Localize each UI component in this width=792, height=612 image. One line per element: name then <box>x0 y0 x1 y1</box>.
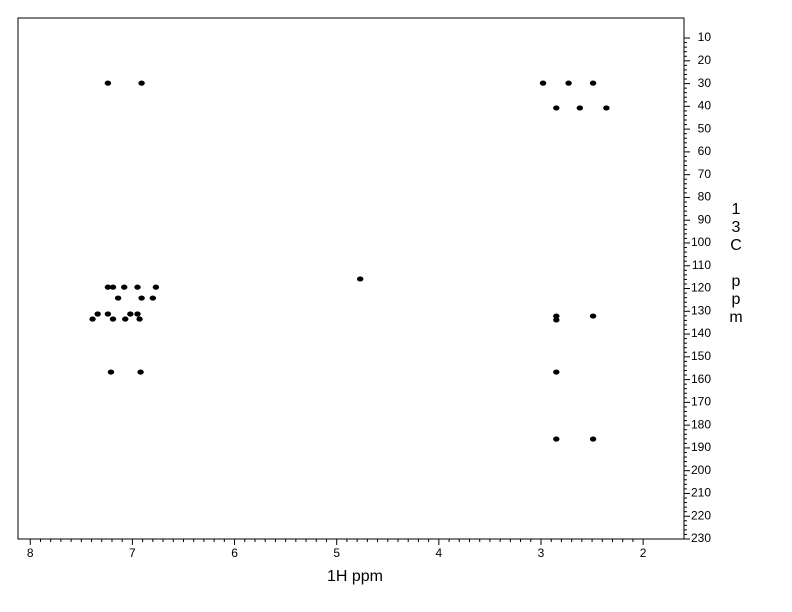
x-tick-label: 5 <box>333 546 340 560</box>
y-tick-label: 130 <box>691 303 711 317</box>
peak <box>109 316 117 322</box>
peak <box>565 80 572 86</box>
x-tick-label: 7 <box>129 546 136 560</box>
peak <box>104 284 112 290</box>
peak <box>127 311 134 317</box>
y-tick-label: 160 <box>691 372 711 386</box>
x-axis-title: 1H ppm <box>327 568 383 585</box>
y-tick-label: 10 <box>698 30 712 44</box>
y-tick-label: 140 <box>691 326 711 340</box>
peak <box>553 317 560 323</box>
peak <box>136 316 143 322</box>
y-tick-label: 220 <box>691 508 711 522</box>
x-tick-label: 8 <box>27 546 34 560</box>
peak <box>107 369 115 375</box>
y-tick-label: 170 <box>691 395 711 409</box>
peak <box>553 436 560 442</box>
peak <box>553 105 560 111</box>
peak <box>104 311 112 317</box>
peak <box>137 369 144 375</box>
y-tick-label: 110 <box>692 258 711 272</box>
peak <box>553 313 560 319</box>
y-tick-label: 150 <box>691 349 711 363</box>
peak <box>589 313 597 319</box>
peak <box>114 295 122 301</box>
y-tick-label: 230 <box>691 531 711 545</box>
y-tick-label: 20 <box>698 53 712 67</box>
x-tick-label: 2 <box>640 546 647 560</box>
peak <box>134 284 141 290</box>
y-tick-label: 180 <box>691 417 711 431</box>
peak <box>121 284 128 290</box>
y-tick-label: 190 <box>691 440 711 454</box>
y-tick-label: 30 <box>698 76 712 90</box>
plot-frame <box>17 17 685 540</box>
peak <box>94 311 101 317</box>
peak <box>603 105 610 111</box>
peak <box>149 295 157 301</box>
x-tick-label: 4 <box>436 546 443 560</box>
peak <box>356 276 364 282</box>
peak <box>109 284 117 290</box>
peak <box>576 105 584 111</box>
x-tick-label: 3 <box>538 546 545 560</box>
peak <box>134 311 141 317</box>
y-tick-label: 50 <box>698 121 712 135</box>
peak <box>138 80 145 86</box>
y-tick-label: 90 <box>698 212 712 226</box>
y-tick-label: 100 <box>691 235 711 249</box>
peak <box>89 316 96 322</box>
peak <box>553 369 560 375</box>
y-tick-label: 40 <box>698 99 712 113</box>
y-tick-label: 200 <box>691 463 711 477</box>
peak <box>539 80 547 86</box>
peak <box>589 436 597 442</box>
peak <box>138 295 145 301</box>
y-tick-label: 70 <box>698 167 712 181</box>
y-tick-label: 120 <box>691 281 711 295</box>
y-tick-label: 210 <box>691 486 711 500</box>
x-tick-label: 6 <box>231 546 238 560</box>
y-tick-label: 80 <box>698 190 712 204</box>
peak <box>122 316 129 322</box>
peak <box>104 80 112 86</box>
y-tick-label: 60 <box>698 144 712 158</box>
peak <box>589 80 597 86</box>
peak <box>152 284 160 290</box>
